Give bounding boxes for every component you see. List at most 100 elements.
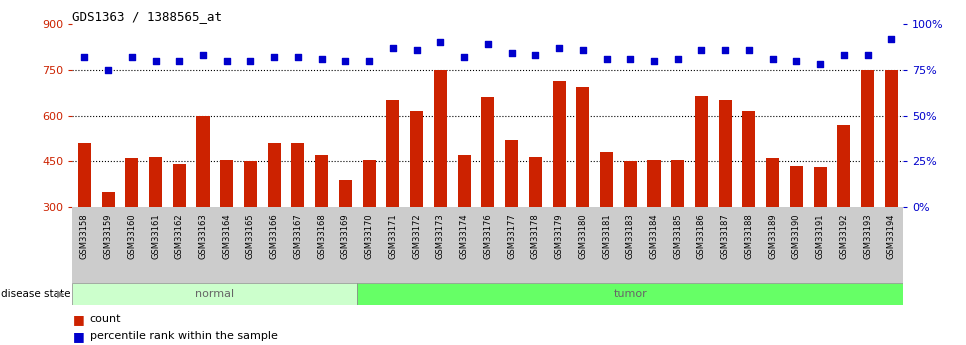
Bar [126, 158, 138, 298]
Point [552, 45, 567, 51]
Text: GSM33178: GSM33178 [530, 213, 540, 259]
Point [812, 62, 828, 67]
Bar [339, 179, 352, 298]
Text: disease state: disease state [1, 289, 71, 299]
Point [385, 45, 401, 51]
Point [361, 58, 377, 63]
Text: GSM33169: GSM33169 [341, 213, 350, 259]
Text: GSM33190: GSM33190 [792, 213, 801, 258]
Bar [78, 143, 91, 298]
Text: ■: ■ [72, 313, 84, 326]
Bar [885, 70, 897, 298]
Point [575, 47, 590, 52]
Point [788, 58, 804, 63]
Point [124, 54, 139, 60]
Text: GSM33164: GSM33164 [222, 213, 231, 259]
Point [694, 47, 709, 52]
Bar [458, 155, 470, 298]
Text: GSM33180: GSM33180 [579, 213, 587, 259]
Text: GSM33187: GSM33187 [721, 213, 729, 259]
Text: GSM33183: GSM33183 [626, 213, 635, 259]
Bar [743, 111, 755, 298]
Text: ▶: ▶ [57, 289, 65, 299]
Text: ■: ■ [72, 330, 84, 343]
Bar [861, 70, 874, 298]
Text: GSM33165: GSM33165 [246, 213, 255, 259]
Text: GSM33174: GSM33174 [460, 213, 469, 259]
Text: GSM33189: GSM33189 [768, 213, 778, 259]
Bar [481, 97, 495, 298]
Bar [553, 80, 565, 298]
Point [242, 58, 258, 63]
Bar [695, 96, 708, 298]
Bar [268, 143, 281, 298]
Point [148, 58, 163, 63]
Text: GSM33168: GSM33168 [317, 213, 327, 259]
Bar [149, 157, 162, 298]
Point [480, 41, 496, 47]
Text: GSM33194: GSM33194 [887, 213, 895, 258]
Bar [813, 167, 827, 298]
Text: GSM33162: GSM33162 [175, 213, 184, 259]
Text: tumor: tumor [613, 289, 647, 299]
Point [409, 47, 424, 52]
Text: GSM33181: GSM33181 [602, 213, 611, 259]
Text: normal: normal [195, 289, 235, 299]
Text: GSM33179: GSM33179 [554, 213, 563, 259]
Point [670, 56, 686, 62]
Point [718, 47, 733, 52]
Point [884, 36, 899, 41]
Text: GSM33159: GSM33159 [103, 213, 113, 258]
Point [267, 54, 282, 60]
Text: GSM33160: GSM33160 [128, 213, 136, 259]
Bar [838, 125, 850, 298]
Point [860, 52, 875, 58]
Bar [600, 152, 613, 298]
Text: GSM33170: GSM33170 [364, 213, 374, 259]
Point [622, 56, 638, 62]
Text: GSM33176: GSM33176 [483, 213, 493, 259]
Bar [647, 160, 661, 298]
Point [314, 56, 329, 62]
Text: GSM33188: GSM33188 [745, 213, 753, 259]
Point [219, 58, 235, 63]
Point [338, 58, 354, 63]
Text: GSM33167: GSM33167 [294, 213, 302, 259]
Bar [719, 100, 731, 298]
Text: GDS1363 / 1388565_at: GDS1363 / 1388565_at [72, 10, 222, 23]
Point [527, 52, 543, 58]
Point [433, 40, 448, 45]
Text: GSM33177: GSM33177 [507, 213, 516, 259]
Bar [411, 111, 423, 298]
Text: GSM33161: GSM33161 [151, 213, 160, 259]
Text: GSM33193: GSM33193 [863, 213, 872, 259]
Bar [220, 160, 233, 298]
Bar [386, 100, 399, 298]
Text: GSM33184: GSM33184 [649, 213, 659, 259]
Point [290, 54, 305, 60]
Bar [505, 140, 518, 298]
Bar [244, 161, 257, 298]
Bar [790, 166, 803, 298]
Text: percentile rank within the sample: percentile rank within the sample [90, 332, 277, 341]
Bar [196, 116, 210, 298]
Point [100, 67, 116, 72]
Point [646, 58, 662, 63]
Bar [624, 161, 637, 298]
Text: GSM33171: GSM33171 [388, 213, 397, 259]
Bar [671, 160, 684, 298]
Point [837, 52, 852, 58]
Text: GSM33191: GSM33191 [815, 213, 825, 258]
Bar [434, 70, 447, 298]
Point [741, 47, 756, 52]
Bar [357, 283, 903, 305]
Bar [101, 192, 115, 298]
Text: GSM33192: GSM33192 [839, 213, 848, 258]
Point [195, 52, 211, 58]
Text: GSM33158: GSM33158 [80, 213, 89, 259]
Point [504, 51, 520, 56]
Bar [528, 157, 542, 298]
Bar [362, 160, 376, 298]
Text: count: count [90, 314, 122, 324]
Point [76, 54, 92, 60]
